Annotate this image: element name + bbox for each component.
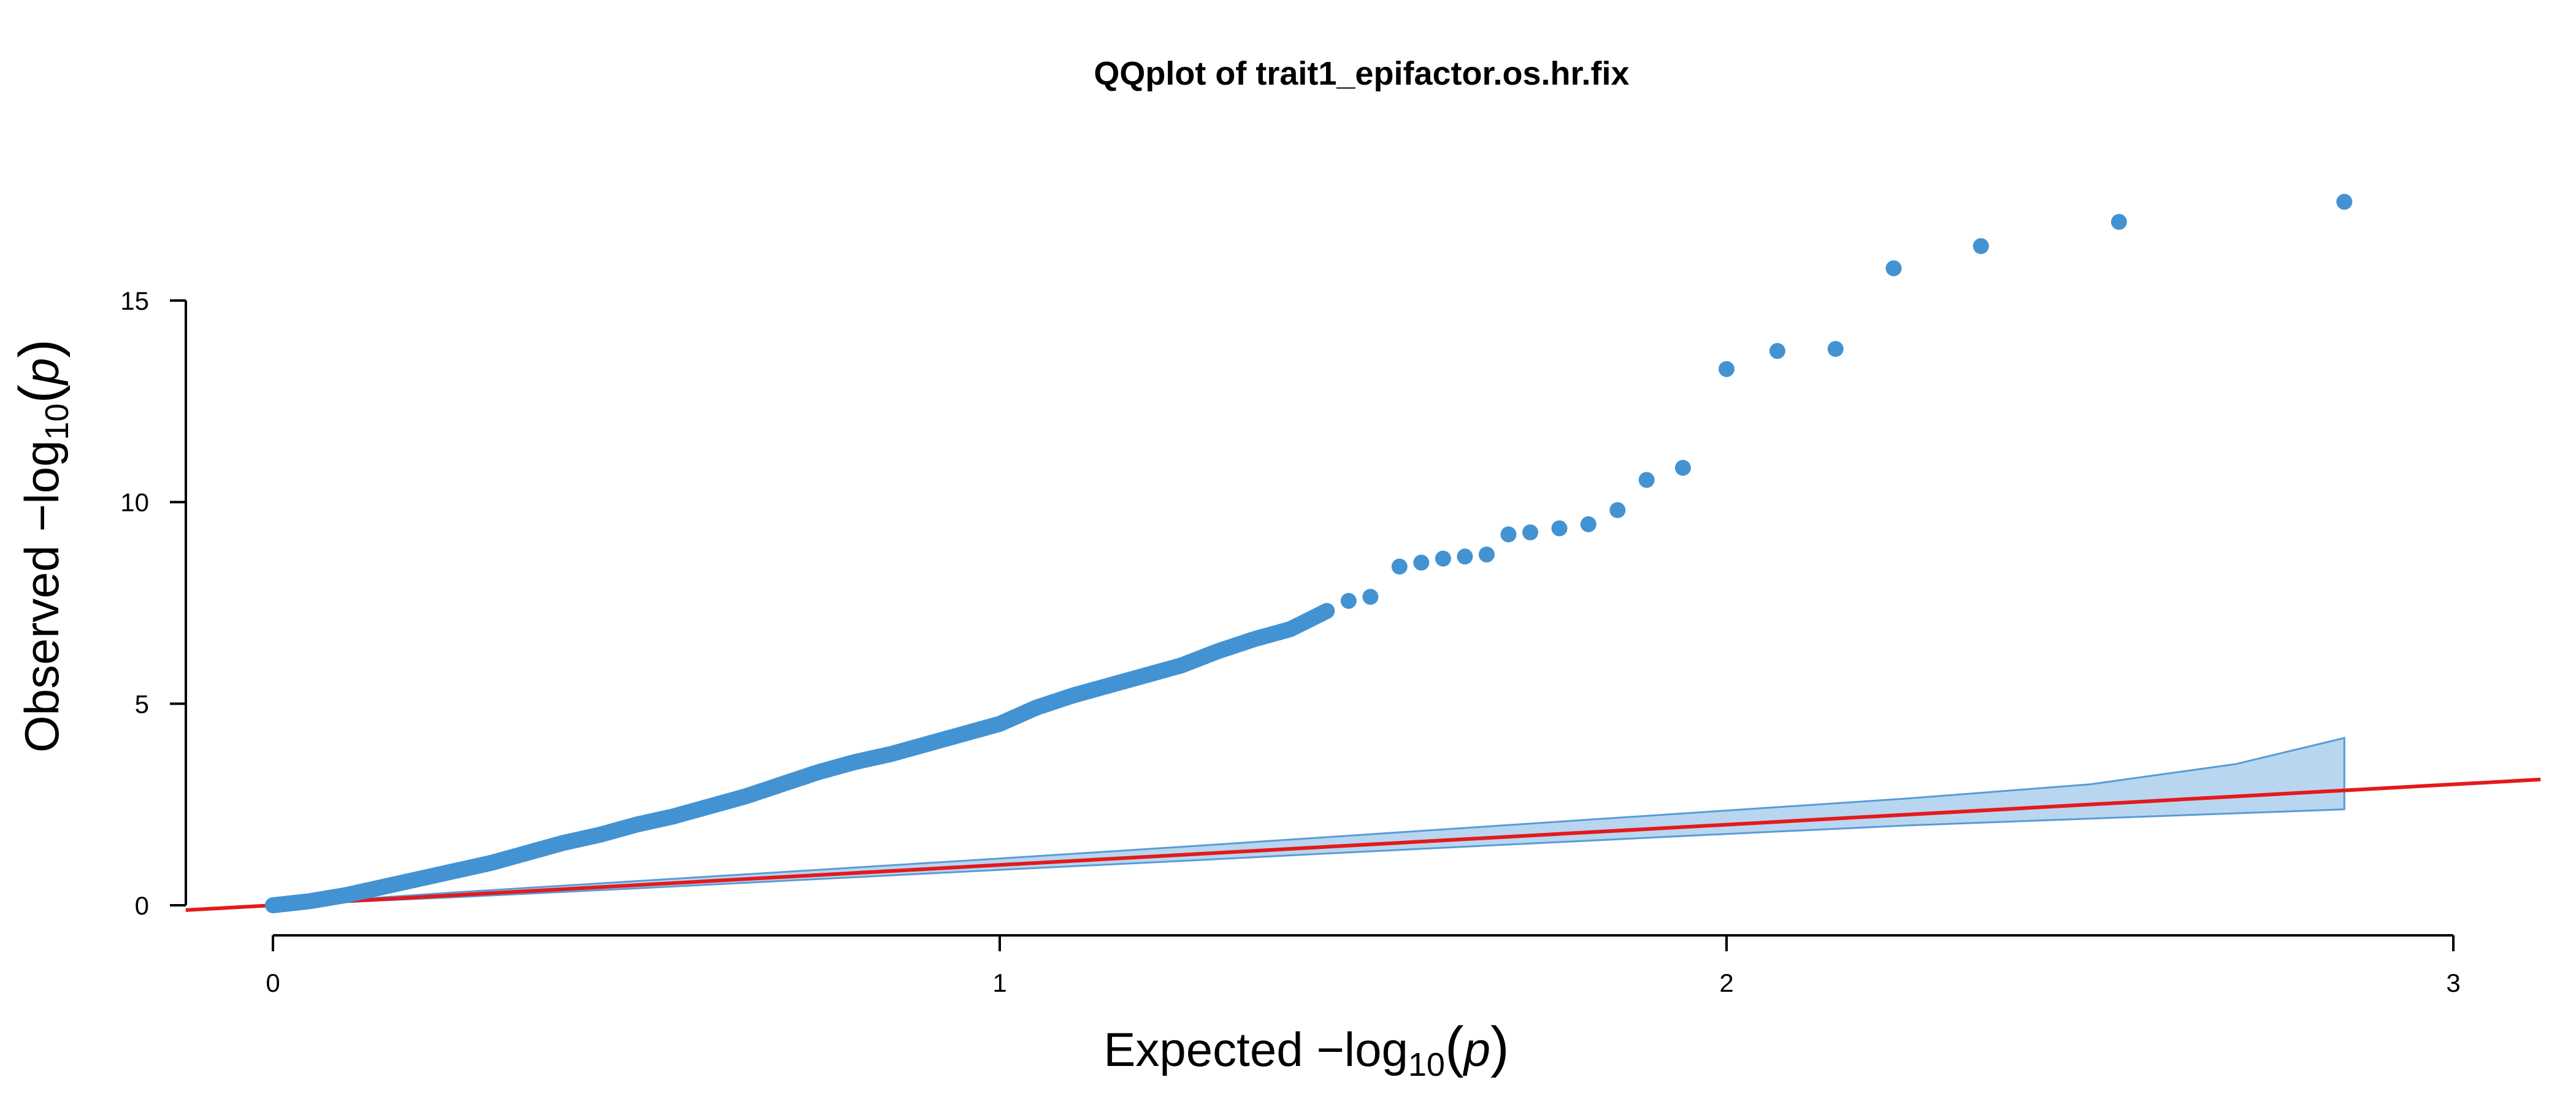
y-axis-title-prefix: Observed −log <box>15 440 69 753</box>
data-point <box>1457 548 1473 565</box>
y-axis-title-subscript: 10 <box>39 404 75 440</box>
data-point <box>1340 592 1357 609</box>
data-point <box>1391 558 1408 575</box>
data-point <box>1478 546 1495 563</box>
y-axis-title-rparen: ) <box>8 339 71 358</box>
data-point <box>1638 472 1655 488</box>
points-layer <box>265 194 2353 913</box>
data-point <box>1319 603 1335 619</box>
data-point <box>1719 361 1735 377</box>
y-axis: 0 5 10 15 <box>120 286 187 920</box>
data-point <box>1827 340 1844 357</box>
data-point <box>1500 526 1517 543</box>
data-point <box>2110 213 2127 230</box>
y-tick-label: 5 <box>135 689 149 718</box>
x-axis-title-variable: p <box>1463 1022 1490 1076</box>
data-point <box>1362 589 1379 605</box>
x-axis-title-subscript: 10 <box>1408 1046 1445 1083</box>
data-point <box>1885 260 1902 277</box>
confidence-band <box>272 737 2345 907</box>
x-tick-label: 1 <box>992 968 1006 997</box>
y-tick-label: 0 <box>135 891 149 920</box>
reference-line-layer <box>185 777 2541 912</box>
data-point <box>1522 524 1538 540</box>
y-tick-label: 15 <box>120 286 149 315</box>
confidence-band-layer <box>272 737 2345 907</box>
x-axis: 0 1 2 3 <box>266 934 2461 997</box>
data-point <box>1609 502 1626 518</box>
x-axis-title-prefix: Expected −log <box>1103 1022 1408 1076</box>
y-axis-title: Observed −log10(p) <box>8 339 75 753</box>
chart-title: QQplot of trait1_epifactor.os.hr.fix <box>1094 55 1629 92</box>
reference-line <box>185 777 2541 912</box>
x-tick-label: 2 <box>1719 968 1733 997</box>
y-tick-label: 10 <box>120 488 149 517</box>
data-point <box>2336 194 2353 210</box>
x-axis-title-rparen: ) <box>1490 1016 1509 1078</box>
data-point <box>1435 550 1451 567</box>
data-point <box>1674 459 1691 476</box>
data-point <box>1972 238 1989 255</box>
data-point <box>1580 516 1597 532</box>
x-axis-title-lparen: ( <box>1445 1016 1464 1078</box>
data-point <box>1769 343 1785 359</box>
x-axis-title: Expected −log10(p) <box>1103 1016 1509 1083</box>
y-axis-title-lparen: ( <box>8 385 71 404</box>
x-tick-label: 0 <box>266 968 280 997</box>
data-point <box>1551 520 1568 537</box>
y-axis-title-variable: p <box>15 358 69 386</box>
data-point <box>1413 554 1430 571</box>
x-tick-label: 3 <box>2446 968 2460 997</box>
